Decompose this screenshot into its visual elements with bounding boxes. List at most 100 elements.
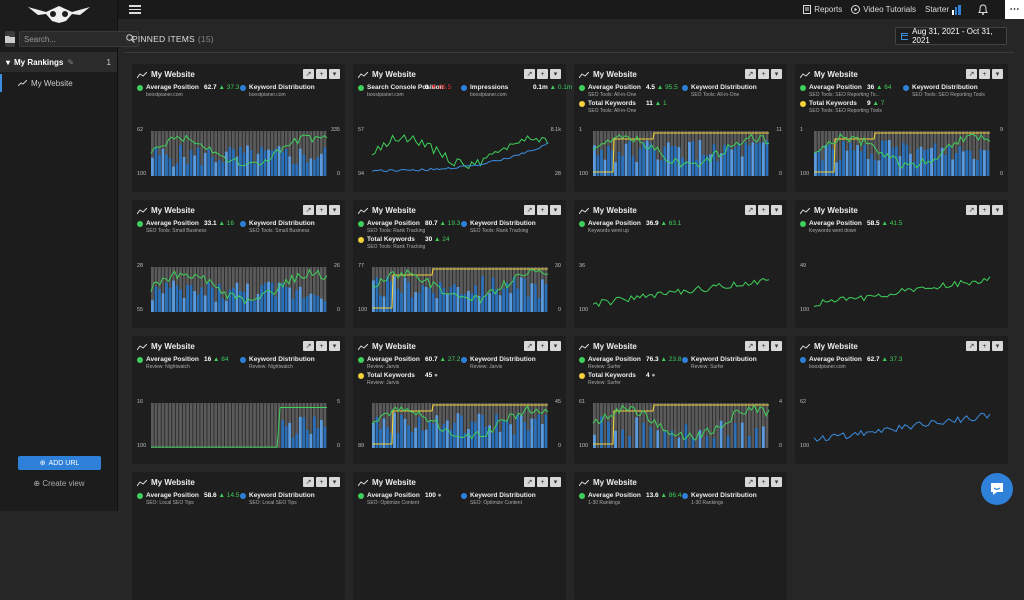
add-button[interactable]: + [758,69,769,79]
bar-background [410,267,414,312]
share-button[interactable]: ↗ [303,205,314,215]
add-button[interactable]: + [537,477,548,487]
chart-bar [379,429,382,448]
share-button[interactable]: ↗ [524,477,535,487]
plan-meter-icon [952,4,961,15]
more-options-button[interactable]: ⋯ [1005,0,1024,19]
card-menu-button[interactable]: ▾ [992,341,1003,351]
chart-bar [288,422,292,448]
add-button[interactable]: + [758,205,769,215]
metric-source: 1-30 Rankings [588,500,621,506]
pinned-card[interactable]: My Website ↗ + ▾ Search Console Position boos… [353,64,572,192]
share-button[interactable]: ↗ [524,341,535,351]
share-button[interactable]: ↗ [966,69,977,79]
legend-dot [137,493,143,499]
chart-bar [540,279,544,312]
add-button[interactable]: + [537,341,548,351]
card-menu-button[interactable]: ▾ [329,205,340,215]
chart-bar [593,145,596,176]
pinned-count: (15) [197,34,214,44]
notifications-bell[interactable] [978,4,988,15]
add-button[interactable]: + [979,341,990,351]
reports-link[interactable]: Reports [803,5,842,14]
card-menu-button[interactable]: ▾ [329,477,340,487]
add-button[interactable]: + [758,341,769,351]
sidebar-item-my-website[interactable]: My Website [0,74,117,92]
edit-icon[interactable]: ✎ [67,57,75,67]
date-range-picker[interactable]: Aug 31, 2021 - Oct 31, 2021 [895,27,1007,45]
pinned-card[interactable]: My Website ↗ + ▾ Average Position SEO: Optimi… [353,472,566,600]
pinned-card[interactable]: My Website ↗ + ▾ Average Position SEO Tools: … [795,64,1008,192]
metric-name: Average Position [146,84,199,91]
card-menu-button[interactable]: ▾ [771,341,782,351]
pinned-card[interactable]: My Website ↗ + ▾ Average Position 1-30 Rankin… [574,472,787,600]
pinned-card[interactable]: My Website ↗ + ▾ Average Position Review: Jar… [353,336,566,464]
pinned-card[interactable]: My Website ↗ + ▾ Average Position SEO: Local … [132,472,345,600]
share-button[interactable]: ↗ [966,341,977,351]
chart-bar [158,155,161,176]
chat-support-button[interactable] [981,473,1013,505]
create-view-link[interactable]: ⊕ Create view [0,479,118,488]
pinned-card[interactable]: My Website ↗ + ▾ Average Position SEO Tools: … [574,64,787,192]
add-button[interactable]: + [758,477,769,487]
share-button[interactable]: ↗ [745,69,756,79]
pinned-card[interactable]: My Website ↗ + ▾ Average Position SEO Tools: … [132,200,345,328]
card-menu-button[interactable]: ▾ [771,69,782,79]
chart-bar [677,437,681,448]
pinned-card[interactable]: My Website ↗ + ▾ Average Position boostpianer… [132,64,345,192]
share-button[interactable]: ↗ [745,341,756,351]
share-button[interactable]: ↗ [745,477,756,487]
card-menu-button[interactable]: ▾ [550,341,561,351]
add-button[interactable]: + [316,341,327,351]
share-button[interactable]: ↗ [303,69,314,79]
pinned-card[interactable]: My Website ↗ + ▾ Average Position Review: Sur… [574,336,787,464]
card-menu-button[interactable]: ▾ [771,477,782,487]
pinned-card[interactable]: My Website ↗ + ▾ Average Position Review: Nig… [132,336,345,464]
add-button[interactable]: + [537,205,548,215]
card-menu-button[interactable]: ▾ [771,205,782,215]
share-icon: ↗ [968,342,975,350]
card-menu-button[interactable]: ▾ [550,205,561,215]
add-button[interactable]: + [979,205,990,215]
chart-bar [196,294,200,312]
add-url-button[interactable]: ⊕ ADD URL [18,456,101,470]
chart-bar [902,142,905,176]
add-button[interactable]: + [979,69,990,79]
metric-source: SEO Tools: All-in-One [588,92,637,98]
share-button[interactable]: ↗ [524,69,535,79]
app-logo[interactable] [0,0,117,27]
add-button[interactable]: + [537,69,548,79]
my-rankings-section[interactable]: ▾ My Rankings ✎ 1 [0,52,117,72]
add-button[interactable]: + [316,205,327,215]
card-menu-button[interactable]: ▾ [550,69,561,79]
chart-bar [323,300,327,312]
card-menu-button[interactable]: ▾ [992,205,1003,215]
pinned-card[interactable]: My Website ↗ + ▾ Average Position boostpianer… [795,336,1008,464]
pinned-card[interactable]: My Website ↗ + ▾ Average Position Keywords we… [574,200,787,328]
pinned-card[interactable]: My Website ↗ + ▾ Average Position SEO Tools: … [353,200,566,328]
hamburger-menu-icon[interactable] [129,4,141,16]
share-button[interactable]: ↗ [745,205,756,215]
metric-value: 58.5 ▲ 41.5 [867,220,902,227]
share-button[interactable]: ↗ [303,477,314,487]
share-button[interactable]: ↗ [524,205,535,215]
card-menu-button[interactable]: ▾ [329,69,340,79]
chart-bar [319,419,323,448]
plus-icon: + [540,70,545,78]
add-folder-button[interactable] [5,31,15,47]
card-menu-button[interactable]: ▾ [329,341,340,351]
video-tutorials-link[interactable]: Video Tutorials [851,5,916,14]
share-button[interactable]: ↗ [966,205,977,215]
search-input[interactable] [19,31,139,47]
share-button[interactable]: ↗ [303,341,314,351]
chart-bar [312,159,316,176]
bar-background [744,403,748,448]
add-button[interactable]: + [316,69,327,79]
pinned-card[interactable]: My Website ↗ + ▾ Average Position Keywords we… [795,200,1008,328]
plan-badge[interactable]: Starter [925,4,961,15]
card-menu-button[interactable]: ▾ [550,477,561,487]
card-actions: ↗ + ▾ [303,205,340,215]
add-button[interactable]: + [316,477,327,487]
card-menu-button[interactable]: ▾ [992,69,1003,79]
bar-background [610,403,614,448]
